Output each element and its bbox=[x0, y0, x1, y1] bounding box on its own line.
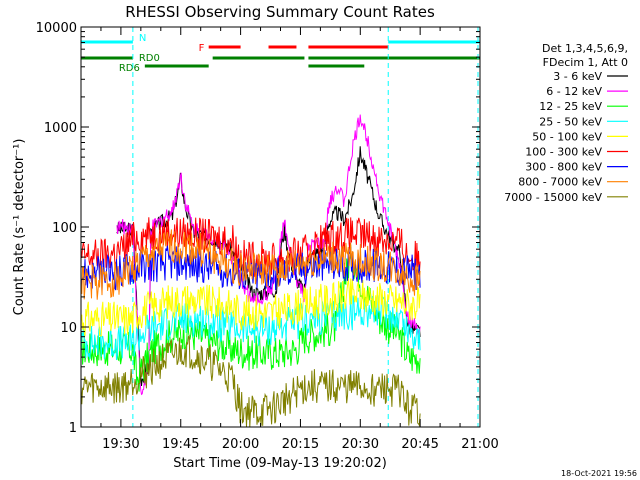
x-tick-label: 19:30 bbox=[102, 437, 139, 452]
y-axis-label: Count Rate (s⁻¹ detector⁻¹) bbox=[12, 139, 27, 316]
y-tick-label: 10000 bbox=[36, 21, 77, 36]
series-line-800-7000-kev bbox=[81, 229, 421, 300]
y-axis: 1 10 100 1000 10000 bbox=[36, 21, 480, 436]
x-axis: 19:30 19:45 20:00 20:15 20:30 20:45 21:00 bbox=[100, 27, 499, 452]
series-line-3-6-kev bbox=[116, 146, 421, 386]
x-axis-label: Start Time (09-May-13 19:20:02) bbox=[173, 456, 387, 471]
series-line-100-300-kev bbox=[81, 217, 421, 277]
flag-label-n: N bbox=[139, 33, 146, 44]
series-line-6-12-kev bbox=[116, 114, 421, 396]
legend-item-label: 12 - 25 keV bbox=[539, 100, 602, 113]
x-tick-label: 20:15 bbox=[282, 437, 319, 452]
x-tick-label: 20:45 bbox=[401, 437, 438, 452]
legend-header-line: Det 1,3,4,5,6,9, bbox=[542, 42, 628, 55]
series-line-50-100-kev bbox=[81, 277, 421, 338]
legend-header-line: FDecim 1, Att 0 bbox=[543, 56, 628, 69]
legend-item-label: 50 - 100 keV bbox=[532, 130, 602, 143]
series-line-300-800-kev bbox=[81, 245, 421, 292]
flag-label-rd0: RD0 bbox=[139, 53, 160, 64]
y-tick-label: 1000 bbox=[44, 121, 77, 136]
x-tick-label: 20:00 bbox=[222, 437, 259, 452]
series-group bbox=[81, 27, 479, 427]
series-line-7000-15000-kev bbox=[81, 334, 421, 427]
legend-item-label: 300 - 800 keV bbox=[525, 161, 602, 174]
x-tick-label: 20:30 bbox=[342, 437, 379, 452]
y-tick-label: 100 bbox=[52, 221, 77, 236]
flag-label-f: F bbox=[199, 43, 205, 54]
x-tick-label: 21:00 bbox=[461, 437, 498, 452]
y-tick-label: 1 bbox=[69, 421, 77, 436]
legend-item-label: 100 - 300 keV bbox=[525, 146, 602, 159]
legend-item-label: 7000 - 15000 keV bbox=[504, 191, 602, 204]
legend-item-label: 6 - 12 keV bbox=[546, 85, 602, 98]
x-tick-label: 19:45 bbox=[162, 437, 199, 452]
legend-item-label: 25 - 50 keV bbox=[539, 115, 602, 128]
footer-date: 18-Oct-2021 19:56 bbox=[561, 469, 637, 478]
chart-title: RHESSI Observing Summary Count Rates bbox=[125, 3, 435, 21]
y-tick-label: 10 bbox=[60, 321, 77, 336]
flag-label-rd6: RD6 bbox=[119, 63, 140, 74]
legend-item-label: 800 - 7000 keV bbox=[518, 176, 602, 189]
legend-item-label: 3 - 6 keV bbox=[553, 70, 602, 83]
legend: Det 1,3,4,5,6,9,FDecim 1, Att 03 - 6 keV… bbox=[504, 42, 628, 204]
